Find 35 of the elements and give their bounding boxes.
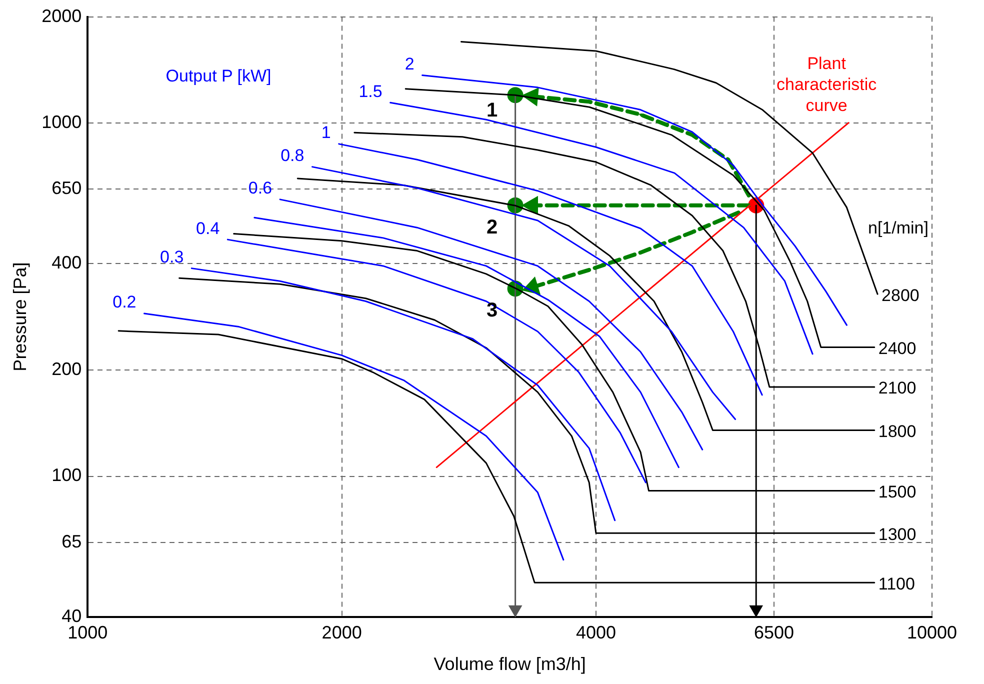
series-label: 2800: [882, 286, 920, 305]
annotation: n[1/min]: [868, 218, 928, 238]
series-label: 1800: [878, 422, 916, 441]
x-tick-label: 4000: [576, 622, 616, 643]
y-tick-label: 40: [62, 606, 82, 626]
y-tick-label: 2000: [42, 6, 82, 26]
series-label: 1300: [878, 524, 916, 544]
series-label: 1.5: [358, 82, 382, 101]
annotation: 1: [486, 100, 498, 122]
series-label: 0.6: [248, 178, 272, 198]
annotation: 3: [486, 299, 498, 322]
y-tick-label: 400: [52, 252, 82, 273]
y-tick-label: 100: [52, 465, 82, 486]
series-label: 2400: [878, 338, 916, 358]
annotation: 2: [486, 216, 498, 239]
series-label: 2: [404, 54, 414, 74]
y-axis-title: Pressure [Pa]: [10, 262, 30, 372]
series-label: 0.4: [196, 218, 220, 238]
x-axis-title: Volume flow [m3/h]: [434, 654, 586, 674]
x-tick-label: 10000: [906, 622, 958, 643]
y-tick-label: 65: [62, 531, 82, 552]
y-tick-label: 200: [52, 358, 82, 379]
series-label: 1500: [878, 482, 916, 502]
x-tick-label: 6500: [754, 622, 794, 643]
series-label: 2100: [878, 378, 916, 398]
y-tick-label: 650: [52, 178, 82, 198]
series-label: 1: [321, 123, 331, 142]
series-label: 0.8: [280, 146, 304, 166]
y-tick-label: 1000: [42, 112, 82, 132]
series-label: Plant characteristic curve: [776, 54, 878, 115]
series-label: 0.2: [112, 292, 136, 312]
series-label: 1100: [878, 574, 915, 594]
annotation: Output P [kW]: [166, 66, 272, 86]
series-label: 0.3: [160, 248, 184, 267]
x-tick-label: 2000: [322, 622, 362, 643]
